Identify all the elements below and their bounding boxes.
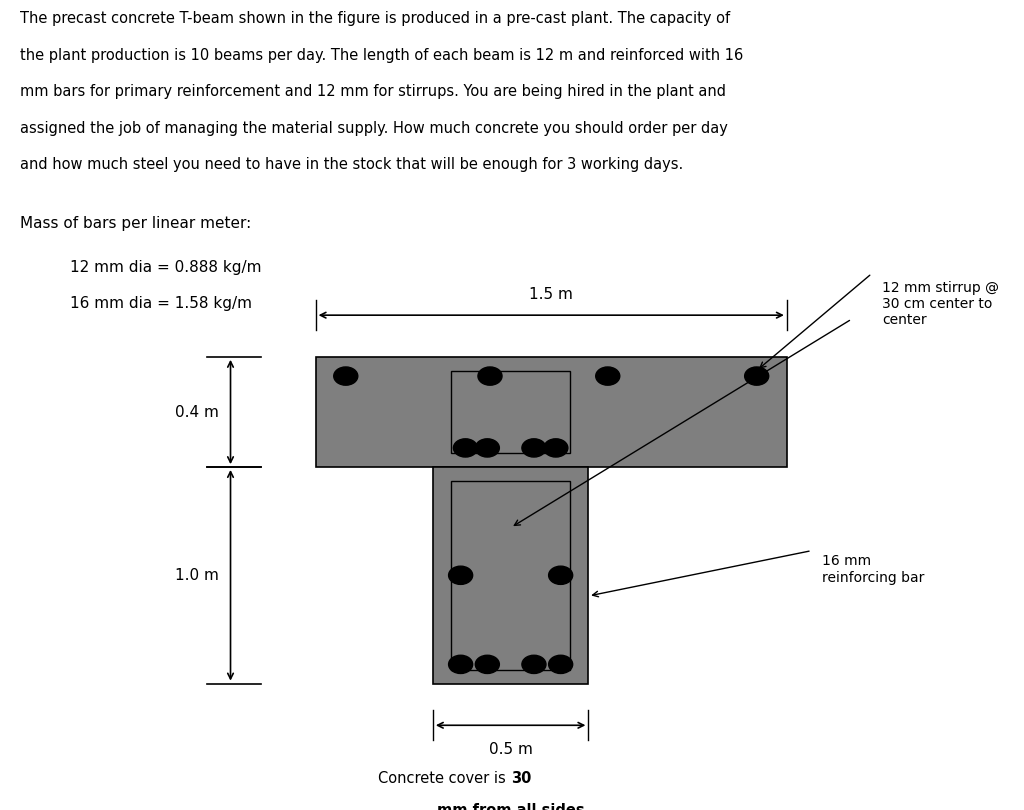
Text: 30: 30: [511, 771, 531, 786]
Text: 16 mm
reinforcing bar: 16 mm reinforcing bar: [822, 555, 925, 585]
Circle shape: [449, 655, 473, 673]
Text: Concrete cover is: Concrete cover is: [378, 771, 511, 786]
Text: 1.0 m: 1.0 m: [175, 568, 218, 582]
Circle shape: [744, 367, 769, 386]
Circle shape: [522, 439, 546, 457]
Bar: [433, 467, 589, 684]
Text: assigned the job of managing the material supply. How much concrete you should o: assigned the job of managing the materia…: [20, 121, 728, 136]
Text: Mass of bars per linear meter:: Mass of bars per linear meter:: [20, 216, 251, 232]
Text: 12 mm dia = 0.888 kg/m: 12 mm dia = 0.888 kg/m: [71, 261, 262, 275]
Circle shape: [475, 439, 500, 457]
Text: and how much steel you need to have in the stock that will be enough for 3 worki: and how much steel you need to have in t…: [20, 157, 683, 173]
Text: 16 mm dia = 1.58 kg/m: 16 mm dia = 1.58 kg/m: [71, 296, 252, 311]
Circle shape: [522, 655, 546, 673]
Circle shape: [334, 367, 357, 386]
Text: mm from all sides: mm from all sides: [437, 803, 585, 810]
Text: 12 mm stirrup @
30 cm center to
center: 12 mm stirrup @ 30 cm center to center: [882, 280, 999, 327]
Circle shape: [475, 655, 500, 673]
Circle shape: [454, 439, 477, 457]
Text: The precast concrete T-beam shown in the figure is produced in a pre-cast plant.: The precast concrete T-beam shown in the…: [20, 11, 730, 27]
Bar: [315, 357, 786, 467]
Bar: [451, 371, 570, 454]
Text: mm bars for primary reinforcement and 12 mm for stirrups. You are being hired in: mm bars for primary reinforcement and 12…: [20, 84, 726, 100]
Circle shape: [549, 566, 572, 584]
Circle shape: [544, 439, 568, 457]
Circle shape: [478, 367, 502, 386]
Text: 0.5 m: 0.5 m: [488, 742, 532, 757]
Circle shape: [549, 655, 572, 673]
Text: the plant production is 10 beams per day. The length of each beam is 12 m and re: the plant production is 10 beams per day…: [20, 48, 743, 63]
Circle shape: [596, 367, 620, 386]
Circle shape: [449, 566, 473, 584]
Text: 0.4 m: 0.4 m: [175, 404, 218, 420]
Bar: [451, 480, 570, 670]
Text: 1.5 m: 1.5 m: [529, 287, 573, 301]
